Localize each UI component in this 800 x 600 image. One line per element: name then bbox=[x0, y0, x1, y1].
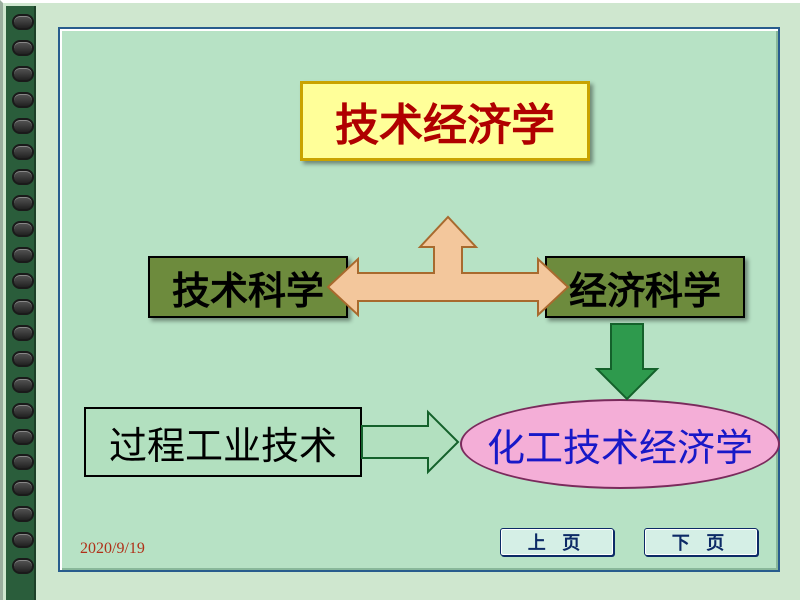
process-industry-box: 过程工业技术 bbox=[84, 407, 362, 477]
tech-science-box: 技术科学 bbox=[148, 256, 348, 318]
econ-science-text: 经济科学 bbox=[569, 260, 721, 315]
slide-inner: 技术经济学 技术科学 经济科学 过程工业技术 化工技术经济学 2020/9/19… bbox=[58, 27, 780, 572]
fork-arrow-icon bbox=[328, 217, 568, 315]
right-arrow-icon bbox=[362, 412, 458, 472]
econ-science-box: 经济科学 bbox=[545, 256, 745, 318]
next-page-label: 下 页 bbox=[672, 529, 731, 555]
next-page-button[interactable]: 下 页 bbox=[644, 528, 758, 556]
chem-tech-econ-text: 化工技术经济学 bbox=[487, 417, 753, 472]
process-industry-text: 过程工业技术 bbox=[109, 415, 337, 470]
chem-tech-econ-ellipse: 化工技术经济学 bbox=[460, 399, 780, 489]
title-box: 技术经济学 bbox=[300, 81, 590, 161]
tech-science-text: 技术科学 bbox=[172, 260, 324, 315]
prev-page-button[interactable]: 上 页 bbox=[500, 528, 614, 556]
down-arrow-icon bbox=[597, 324, 657, 399]
slide-page: 技术经济学 技术科学 经济科学 过程工业技术 化工技术经济学 2020/9/19… bbox=[0, 0, 800, 600]
prev-page-label: 上 页 bbox=[528, 529, 587, 555]
date-text: 2020/9/19 bbox=[80, 540, 145, 558]
spiral-binding bbox=[6, 6, 36, 600]
date-value: 2020/9/19 bbox=[80, 540, 145, 557]
title-text: 技术经济学 bbox=[335, 89, 555, 153]
